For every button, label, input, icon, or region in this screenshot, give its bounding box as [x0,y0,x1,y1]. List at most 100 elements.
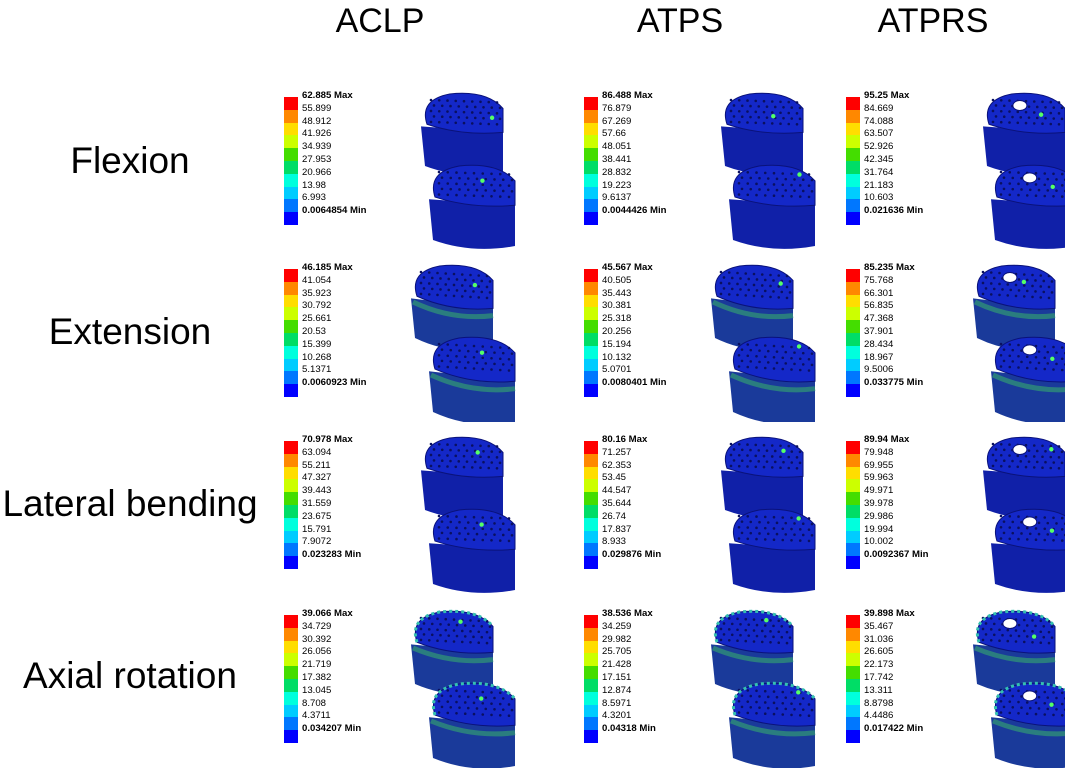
legend-level-label: 38.441 [602,154,632,165]
screw-hole [1002,618,1018,630]
lattice-pore [457,116,461,119]
lattice-pore [1011,360,1015,363]
lattice-pore [1031,630,1034,633]
lattice-pore [1002,359,1006,363]
lattice-pore [801,178,805,182]
legend-level-label: 20.53 [302,326,327,337]
lattice-pore [739,622,742,626]
lattice-pore [736,617,739,621]
lattice-pore [744,272,748,275]
legend-level-label: 18.967 [864,351,894,363]
lattice-pore [1046,362,1050,365]
lattice-pore [498,528,502,531]
legend-swatch [284,161,298,174]
legend-swatch [284,281,298,295]
lattice-pore [752,272,756,276]
lattice-pore [788,625,792,628]
lattice-pore [1049,466,1053,470]
lattice-pore [736,271,739,275]
lattice-pore [1020,532,1023,535]
lattice-pore [430,287,434,291]
legend-swatch [584,269,598,282]
lattice-pore [463,689,467,693]
lattice-pore [727,617,731,620]
lattice-pore [749,531,753,535]
cage-lattice-surface [733,164,816,207]
legend-swatch [284,505,298,518]
legend-min-label: 0.0080401 Min [602,377,667,389]
lattice-pore [449,187,453,191]
lattice-pore [737,193,741,196]
lattice-pore [737,353,741,357]
lattice-pore [770,466,774,469]
cage-side-wall [721,470,803,519]
lattice-pore [1017,515,1020,518]
lattice-pore [999,120,1003,124]
lattice-pore [798,195,802,198]
legend-level-label: 19.994 [864,523,894,535]
lattice-pore [775,188,779,192]
lattice-pore [437,699,441,703]
lattice-pore [1050,280,1054,283]
lattice-pore [1025,194,1029,197]
lattice-pore [746,365,750,369]
lattice-pore [793,362,796,366]
lattice-pore [763,515,767,519]
legend-level-label: 4.3711 [302,710,331,722]
lattice-pore [460,284,464,287]
lattice-pore [810,708,814,712]
lattice-pore [740,359,744,363]
lattice-pore [475,350,479,353]
lattice-pore [810,533,814,537]
lattice-pore [447,634,451,637]
lattice-pore [472,701,476,705]
cage-side-wall [421,126,503,175]
lattice-pore [490,172,493,176]
lattice-pore [440,187,444,191]
lattice-pore [998,639,1001,642]
lattice-pore [740,448,744,452]
legend-level-label: 28.832 [602,166,632,178]
lattice-pore [784,177,788,181]
lattice-pore [749,176,753,180]
lattice-pore [1032,100,1036,103]
lattice-pore [493,362,496,366]
legend-level-label: 44.547 [602,485,632,497]
lattice-pore [446,110,449,113]
lattice-pore [729,442,733,446]
legend-swatch [284,173,298,187]
lattice-pore [458,188,461,191]
lattice-pore [463,366,467,370]
lattice-pore [493,351,496,354]
legend-swatch [284,333,298,346]
lattice-pore [772,690,776,693]
lattice-pore [739,633,742,637]
lattice-pore [1049,111,1053,115]
lattice-pore [740,115,744,119]
lattice-pore [458,706,461,709]
lattice-pore [719,270,723,274]
lattice-pore [510,363,514,367]
lattice-pore [449,448,452,452]
lattice-pore [1043,713,1047,716]
legend-level-label: 13.045 [302,684,332,696]
lattice-pore [1016,454,1020,458]
legend-swatch [846,358,860,372]
lattice-pore [455,515,458,518]
legend-swatch [846,666,860,679]
lattice-pore [498,691,502,695]
lattice-pore [781,527,785,531]
legend-swatch [284,186,298,200]
legend-level-label: 48.912 [302,115,332,127]
lattice-pore [757,105,761,108]
lattice-pore [746,182,750,185]
lattice-pore [755,623,759,627]
lattice-pore [469,640,472,644]
lattice-pore [466,532,470,536]
lattice-pore [1008,515,1012,518]
cage-model-render [421,92,516,249]
lattice-pore [781,183,785,187]
lattice-pore [1052,117,1056,120]
lattice-pore [440,520,444,523]
stress-band [992,718,1065,737]
